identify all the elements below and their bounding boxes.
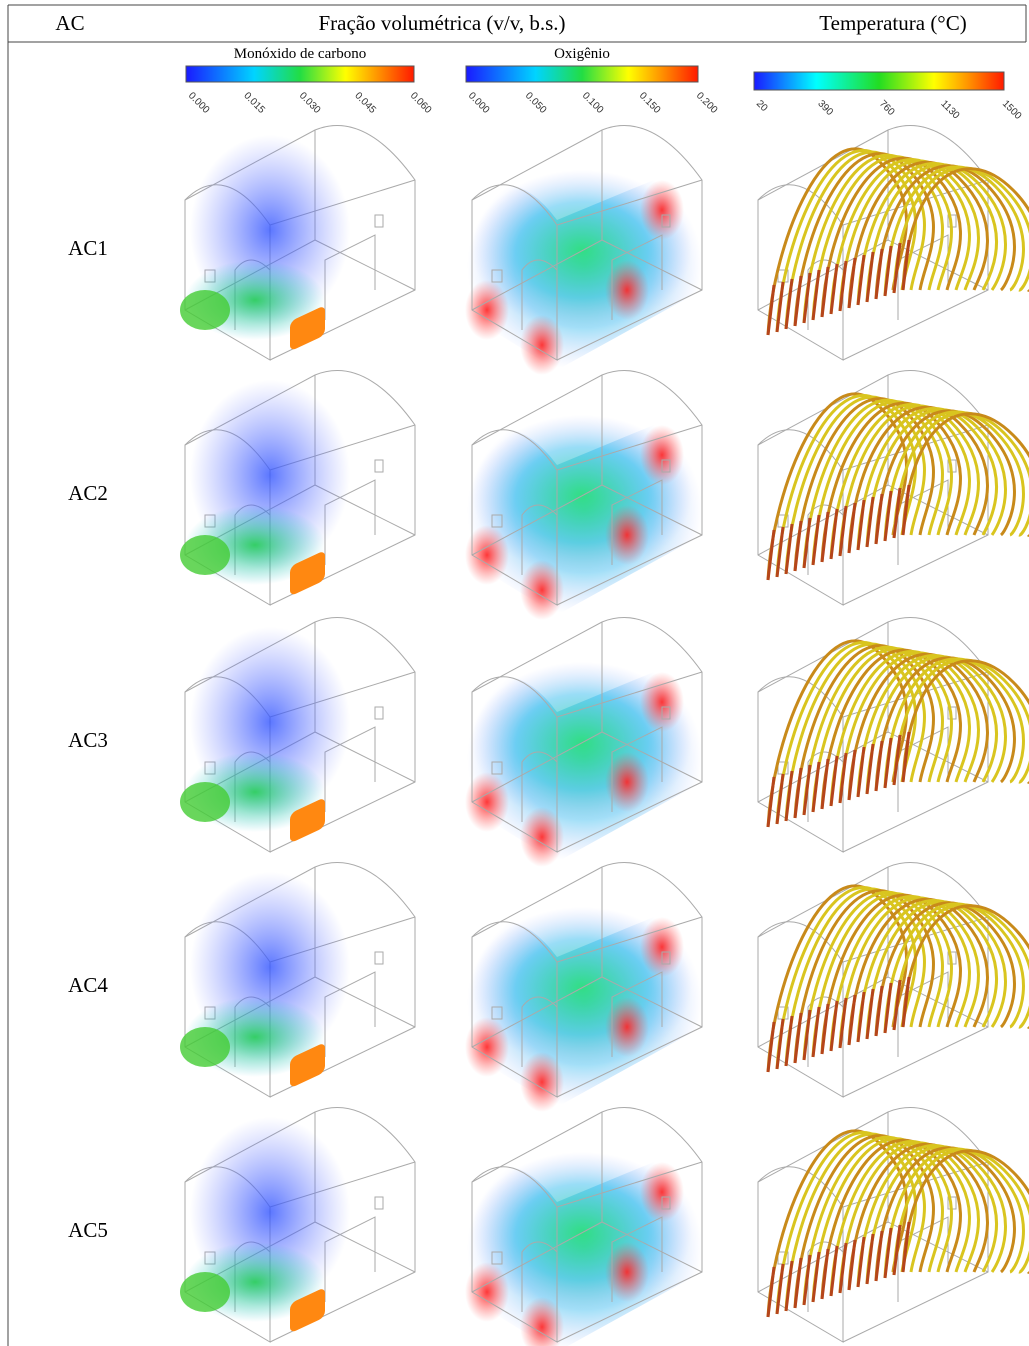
colorbar-tick-label: 760 bbox=[877, 98, 897, 118]
plume-core bbox=[180, 1027, 230, 1067]
temp-render bbox=[758, 863, 1029, 1097]
row-label: AC4 bbox=[68, 973, 108, 997]
colorbar-tick-label: 0.050 bbox=[523, 90, 549, 116]
co-render bbox=[180, 863, 415, 1097]
colorbar-tick-label: 0.000 bbox=[466, 90, 492, 116]
colorbar-tick-label: 0.100 bbox=[580, 90, 606, 116]
temp-render bbox=[758, 371, 1029, 605]
o2-render bbox=[465, 126, 702, 375]
wireframe bbox=[375, 215, 383, 227]
o2-render bbox=[465, 1108, 702, 1346]
o2-render bbox=[465, 863, 702, 1112]
co-render bbox=[180, 1108, 415, 1342]
colorbar-tick-label: 390 bbox=[815, 98, 835, 118]
colorbar-tick-label: 20 bbox=[754, 98, 770, 114]
colorbar-tick-label: 0.150 bbox=[637, 90, 663, 116]
plume-core bbox=[180, 535, 230, 575]
temp-render bbox=[758, 126, 1029, 360]
o2-high bbox=[640, 1162, 684, 1222]
colorbar-tick-label: 0.060 bbox=[408, 90, 434, 116]
o2-high bbox=[640, 917, 684, 977]
row-label: AC5 bbox=[68, 1218, 108, 1242]
colorbar bbox=[186, 66, 414, 82]
colorbar-tick-label: 0.030 bbox=[297, 90, 323, 116]
o2-render bbox=[465, 371, 702, 620]
temp-render bbox=[758, 618, 1029, 852]
plume-core bbox=[180, 290, 230, 330]
colorbar-tick-label: 1130 bbox=[938, 98, 961, 121]
row-label: AC2 bbox=[68, 481, 108, 505]
colorbar-title: Monóxido de carbono bbox=[234, 46, 366, 62]
co-render bbox=[180, 371, 415, 605]
colorbar-title: Oxigênio bbox=[554, 46, 610, 62]
co-render bbox=[180, 126, 415, 360]
colorbar bbox=[754, 72, 1004, 90]
wireframe bbox=[375, 707, 383, 719]
colorbar-tick-label: 1500 bbox=[1000, 98, 1024, 122]
wireframe bbox=[375, 952, 383, 964]
wireframe bbox=[375, 1197, 383, 1209]
o2-high bbox=[640, 180, 684, 240]
colorbar bbox=[466, 66, 698, 82]
header-cell: Temperatura (°C) bbox=[819, 11, 966, 35]
o2-high bbox=[640, 672, 684, 732]
temp-render bbox=[758, 1108, 1029, 1342]
colorbar-tick-label: 0.200 bbox=[694, 90, 720, 116]
header-cell: Fração volumétrica (v/v, b.s.) bbox=[318, 11, 565, 35]
plume-core bbox=[180, 782, 230, 822]
header-cell: AC bbox=[55, 11, 84, 35]
co-render bbox=[180, 618, 415, 852]
row-label: AC1 bbox=[68, 236, 108, 260]
o2-high bbox=[640, 425, 684, 485]
colorbar-tick-label: 0.045 bbox=[352, 90, 378, 116]
o2-render bbox=[465, 618, 702, 867]
row-label: AC3 bbox=[68, 728, 108, 752]
colorbar-tick-label: 0.000 bbox=[186, 90, 212, 116]
plume-core bbox=[180, 1272, 230, 1312]
wireframe bbox=[375, 460, 383, 472]
colorbar-tick-label: 0.015 bbox=[241, 90, 267, 116]
figure-table: AC Fração volumétrica (v/v, b.s.) Temper… bbox=[0, 0, 1029, 1346]
